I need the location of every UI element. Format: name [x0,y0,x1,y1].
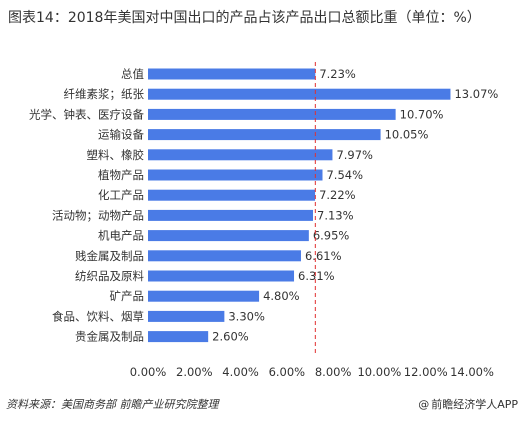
x-tick-label: 14.00% [450,365,494,379]
value-label: 13.07% [454,87,498,101]
category-label: 食品、饮料、烟草 [52,309,144,323]
value-label: 6.61% [305,249,342,263]
bar [148,270,295,282]
category-label: 纤维素浆；纸张 [64,87,145,101]
bar [148,331,209,343]
value-label: 6.95% [313,229,350,243]
bar [148,290,260,302]
category-label: 矿产品 [110,289,145,303]
value-label: 4.80% [263,289,300,303]
category-label: 光学、钟表、医疗设备 [29,107,144,121]
bar [148,250,301,262]
value-label: 3.30% [228,309,265,323]
category-label: 活动物；动物产品 [52,208,144,222]
x-tick-label: 12.00% [404,365,448,379]
bar [148,129,381,141]
x-tick-label: 10.00% [357,365,401,379]
value-label: 7.23% [319,67,356,81]
value-label: 10.70% [400,107,444,121]
bar [148,209,314,221]
x-tick-label: 8.00% [315,365,352,379]
category-label: 植物产品 [98,168,144,182]
bar [148,189,316,201]
category-label: 纺织品及原料 [75,269,144,283]
at-icon: @ [418,397,430,411]
value-label: 7.54% [326,168,363,182]
bar [148,108,396,120]
bar [148,88,451,100]
chart-title: 图表14：2018年美国对中国出口的产品占该产品出口总额比重（单位：%） [8,10,481,26]
value-label: 6.31% [298,269,335,283]
category-label: 运输设备 [98,128,144,142]
bar [148,149,333,161]
bar [148,169,323,181]
value-label: 7.97% [336,148,373,162]
credit: @ 前瞻经济学人APP [418,396,518,412]
bar [148,310,225,322]
x-tick-label: 0.00% [130,365,167,379]
value-label: 7.13% [317,208,354,222]
category-label: 总值 [121,67,144,81]
value-label: 2.60% [212,330,249,344]
bar [148,230,309,242]
x-tick-label: 2.00% [176,365,213,379]
x-tick-label: 6.00% [269,365,306,379]
credit-label: 前瞻经济学人APP [431,398,518,411]
x-tick-label: 4.00% [222,365,259,379]
category-label: 化工产品 [98,188,144,202]
category-label: 贱金属及制品 [75,249,144,263]
value-label: 7.22% [319,188,356,202]
value-label: 10.05% [385,128,429,142]
category-label: 贵金属及制品 [75,330,144,344]
bar [148,68,316,80]
category-label: 机电产品 [98,229,144,243]
category-label: 塑料、橡胶 [87,148,145,162]
source-note: 资料来源：美国商务部 前瞻产业研究院整理 [6,398,219,411]
